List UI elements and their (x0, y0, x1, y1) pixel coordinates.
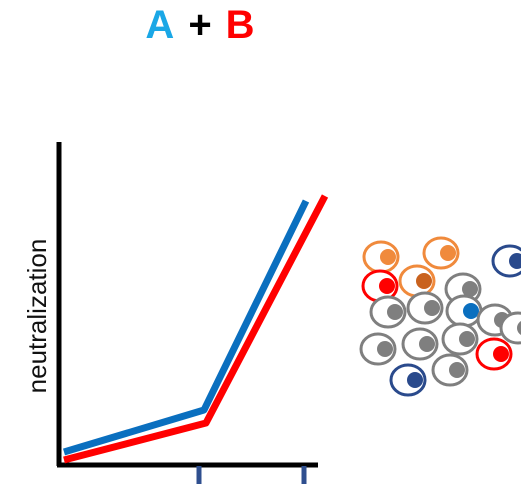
cell-grey (499, 311, 521, 345)
axes (56, 142, 318, 484)
series-line-b (63, 194, 329, 464)
cell-red (475, 337, 513, 371)
cell-membrane (491, 244, 521, 278)
cell-nucleus (440, 245, 456, 261)
cell-navy (389, 363, 427, 397)
cell-nucleus (407, 372, 423, 388)
title: A + B (0, 2, 400, 48)
cell-grey (401, 327, 439, 361)
cell-cluster (359, 236, 521, 397)
cell-grey (441, 322, 479, 356)
cell-orange (422, 236, 460, 270)
cell-nucleus (517, 321, 521, 335)
cell-nucleus (449, 362, 465, 378)
cell-nucleus (462, 281, 478, 297)
cell-nucleus (416, 273, 432, 289)
cell-membrane (499, 311, 521, 345)
cell-red (361, 269, 399, 303)
cell-nucleus (493, 346, 509, 362)
cell-nucleus (379, 278, 395, 294)
cell-grey (406, 291, 444, 325)
cell-nucleus (509, 253, 521, 269)
series-line-a (62, 199, 310, 456)
cell-orange (362, 240, 400, 274)
cell-navy (491, 244, 521, 278)
cell-grey (369, 295, 407, 329)
cell-nucleus (387, 304, 403, 320)
cell-blue (445, 294, 483, 328)
cell-nucleus (377, 341, 393, 357)
cell-nucleus (459, 331, 475, 347)
cell-nucleus (463, 303, 479, 319)
cell-nucleus (419, 336, 435, 352)
title-b: B (225, 3, 255, 47)
cell-nucleus (424, 300, 440, 316)
title-a: A (145, 3, 175, 47)
series-group (62, 194, 329, 464)
cell-grey (359, 332, 397, 366)
cell-grey (431, 353, 469, 387)
title-plus: + (188, 3, 212, 47)
cell-nucleus (380, 249, 396, 265)
cell-orange-dark (398, 264, 436, 298)
